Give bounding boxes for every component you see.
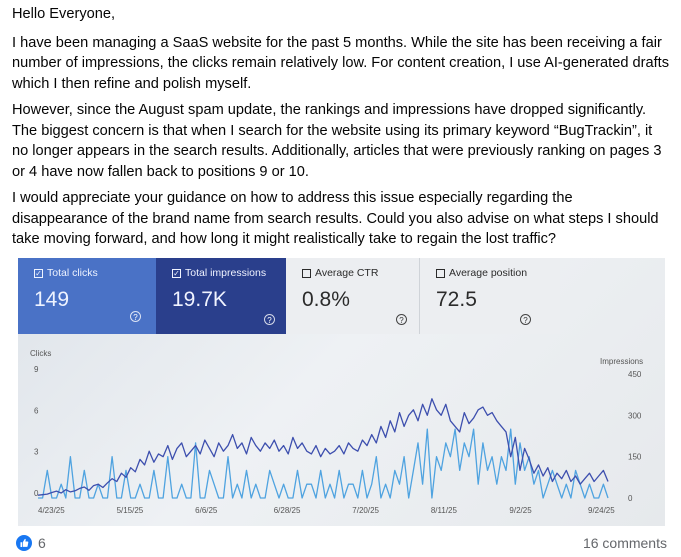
reaction-count[interactable]: 6: [38, 535, 46, 551]
left-axis-label: Clicks: [30, 349, 51, 358]
post-paragraph: I have been managing a SaaS website for …: [12, 34, 670, 92]
metric-card-total-clicks[interactable]: ✓ Total clicks 149 ?: [18, 258, 156, 334]
left-tick-label: 6: [34, 406, 39, 415]
post-footer: 6 16 comments: [0, 530, 681, 557]
metric-card-average-position[interactable]: Average position 72.5 ?: [420, 258, 560, 334]
x-tick-label: 9/2/25: [509, 506, 532, 515]
metric-label: Total impressions: [185, 267, 267, 279]
checkbox-icon: ✓: [34, 268, 43, 278]
comments-link[interactable]: 16 comments: [582, 535, 667, 551]
post-greeting: Hello Everyone,: [12, 6, 116, 22]
metric-label: Average CTR: [315, 267, 379, 279]
right-axis-label: Impressions: [600, 357, 643, 366]
help-icon[interactable]: ?: [130, 311, 141, 322]
series-line-impressions: [37, 398, 609, 496]
help-icon[interactable]: ?: [396, 314, 407, 325]
metric-card-total-impressions[interactable]: ✓ Total impressions 19.7K ?: [156, 258, 286, 334]
help-icon[interactable]: ?: [264, 314, 275, 325]
metric-value: 0.8%: [302, 288, 350, 311]
metric-card-average-ctr[interactable]: Average CTR 0.8% ?: [286, 258, 420, 334]
x-tick-label: 4/23/25: [38, 506, 65, 515]
checkbox-icon: [436, 268, 445, 278]
x-tick-label: 5/15/25: [117, 506, 144, 515]
left-tick-label: 9: [34, 365, 39, 374]
right-tick-label: 0: [628, 494, 633, 503]
left-tick-label: 0: [34, 489, 39, 498]
metric-value: 19.7K: [172, 288, 227, 311]
like-icon[interactable]: [16, 535, 32, 551]
left-tick-label: 3: [34, 448, 39, 457]
checkbox-icon: ✓: [172, 268, 181, 278]
x-tick-label: 6/6/25: [195, 506, 218, 515]
metric-value: 149: [34, 288, 70, 311]
help-icon[interactable]: ?: [520, 314, 531, 325]
post-paragraph: However, since the August spam update, t…: [12, 102, 662, 180]
x-tick-label: 8/11/25: [431, 506, 458, 515]
x-tick-label: 7/20/25: [352, 506, 379, 515]
right-tick-label: 150: [628, 453, 642, 462]
metric-value: 72.5: [436, 288, 477, 311]
post-paragraph: I would appreciate your guidance on how …: [12, 190, 659, 247]
performance-chart: Clicks Impressions 9 6 3 0 450 300 150 0 4/23/25…: [30, 349, 643, 515]
post-photo[interactable]: ✓ Total clicks 149 ? ✓ Total impressions 1…: [18, 258, 665, 526]
metric-label: Average position: [449, 267, 528, 279]
series-line-clicks: [38, 428, 609, 499]
checkbox-icon: [302, 268, 311, 278]
right-tick-label: 300: [628, 411, 642, 420]
metric-label: Total clicks: [47, 267, 98, 279]
x-tick-label: 6/28/25: [274, 506, 301, 515]
post-text: Hello Everyone, I have been managing a S…: [12, 4, 672, 256]
x-tick-label: 9/24/25: [588, 506, 615, 515]
right-tick-label: 450: [628, 370, 642, 379]
